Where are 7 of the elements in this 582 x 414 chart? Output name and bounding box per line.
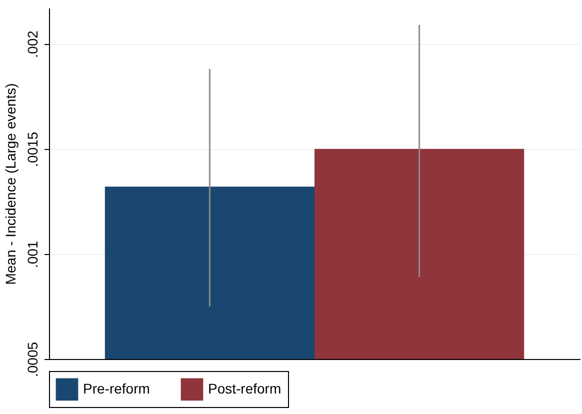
y-tick-label: .0015 xyxy=(24,132,40,167)
legend-label: Post-reform xyxy=(208,380,282,396)
legend-label: Pre-reform xyxy=(83,380,150,396)
y-tick-label: .0005 xyxy=(24,342,40,378)
y-tick-label: .001 xyxy=(24,240,40,268)
y-tick-label: .002 xyxy=(24,30,40,58)
y-axis-title: Mean - Incidence (Large events) xyxy=(2,83,18,285)
